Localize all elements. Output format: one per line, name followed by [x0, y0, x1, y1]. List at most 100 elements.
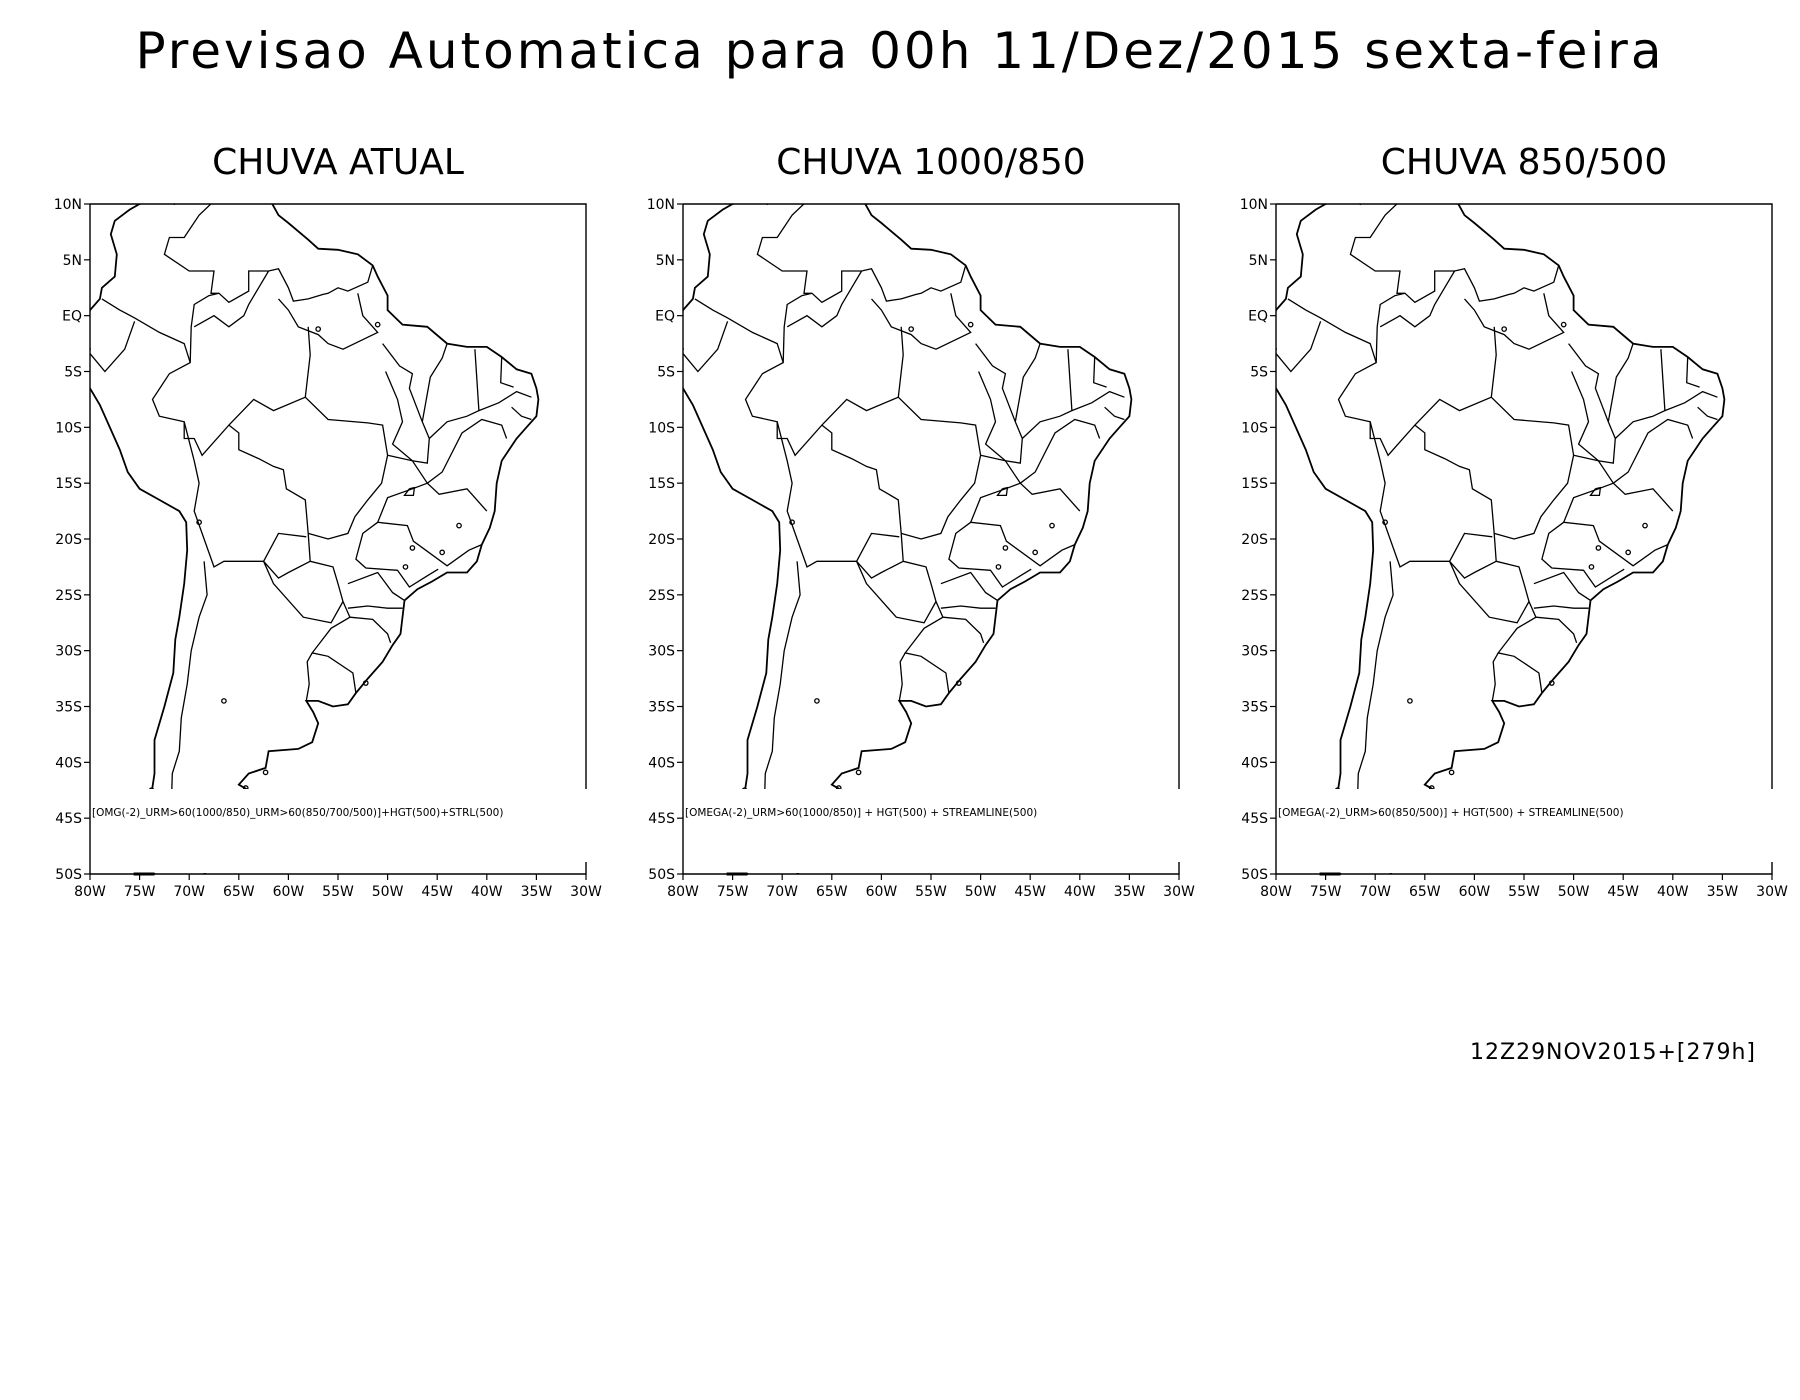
- border-1-8: [193, 270, 270, 328]
- border-1-18: [426, 418, 508, 512]
- border-2-1: [694, 298, 784, 363]
- island-1-2: [439, 549, 446, 556]
- border-3-23: [1533, 605, 1589, 609]
- lon-tick-label-1-4: 60W: [273, 884, 305, 900]
- run-timestamp: 12Z29NOV2015+[279h]: [1470, 1040, 1757, 1065]
- border-2-12: [975, 343, 1023, 464]
- map-layer-1: [90, 204, 540, 874]
- lat-tick-label-1-0: 10N: [54, 197, 82, 213]
- lon-tick-label-3-0: 80W: [1260, 884, 1292, 900]
- border-3-12: [1568, 343, 1616, 464]
- border-3-9: [1464, 293, 1565, 350]
- island-2-0: [1002, 545, 1009, 551]
- border-2-8: [786, 270, 863, 328]
- island-1-14: [315, 326, 322, 332]
- island-3-0: [1595, 545, 1602, 551]
- island-2-2: [1032, 549, 1039, 556]
- lat-tick-label-3-7: 25S: [1241, 588, 1268, 604]
- border-3-7: [1491, 652, 1499, 702]
- plot-frame-3: [1275, 203, 1773, 875]
- island-3-14: [1501, 326, 1508, 332]
- lat-tick-label-3-10: 40S: [1241, 755, 1268, 771]
- panel-title-2: CHUVA 1000/850: [776, 142, 1085, 183]
- border-2-4: [776, 421, 900, 568]
- lat-tick-label-3-1: 5N: [1249, 253, 1268, 269]
- lon-tick-label-1-0: 80W: [74, 884, 106, 900]
- border-3-19: [1562, 454, 1669, 567]
- border-2-7: [898, 652, 906, 702]
- border-3-5: [1449, 560, 1530, 624]
- lat-tick-label-1-8: 30S: [55, 644, 82, 660]
- lon-tick-label-3-4: 60W: [1459, 884, 1491, 900]
- island-3-4: [1407, 698, 1413, 704]
- lon-tick-label-2-9: 35W: [1114, 884, 1146, 900]
- panel-title-3: CHUVA 850/500: [1381, 142, 1668, 183]
- lon-tick-label-3-8: 40W: [1657, 884, 1689, 900]
- border-2-24: [996, 486, 1009, 497]
- border-3-17: [1686, 356, 1700, 388]
- island-2-5: [955, 680, 962, 686]
- island-3-15: [1560, 321, 1567, 328]
- lat-tick-label-3-12: 50S: [1241, 867, 1268, 883]
- border-2-23: [940, 605, 996, 609]
- lon-tick-label-1-9: 35W: [521, 884, 553, 900]
- lat-tick-label-2-8: 30S: [648, 644, 675, 660]
- plot-frame-2: [682, 203, 1180, 875]
- border-1-7: [305, 652, 313, 702]
- lat-tick-label-3-6: 20S: [1241, 532, 1268, 548]
- border-3-24: [1589, 486, 1602, 497]
- border-1-3: [90, 321, 136, 373]
- border-1-19: [376, 454, 483, 567]
- panel-title-1: CHUVA ATUAL: [212, 142, 464, 183]
- border-1-13: [428, 349, 480, 439]
- lon-tick-label-3-9: 35W: [1707, 884, 1739, 900]
- lon-tick-label-3-7: 45W: [1607, 884, 1639, 900]
- border-1-16: [511, 406, 532, 421]
- border-2-21: [940, 571, 998, 601]
- lat-tick-label-2-9: 35S: [648, 700, 675, 716]
- border-3-21: [1533, 571, 1591, 601]
- map-panel-1: CHUVA ATUAL [OMG(-2)_URM>60(1000/850)_URM…: [40, 140, 602, 900]
- border-1-17: [500, 356, 514, 388]
- island-1-3: [456, 522, 462, 529]
- lon-tick-label-1-3: 65W: [223, 884, 255, 900]
- lat-tick-label-2-4: 10S: [648, 420, 675, 436]
- border-1-15: [478, 390, 532, 412]
- lat-tick-label-1-2: EQ: [62, 309, 82, 325]
- map-svg-2: CHUVA 1000/850 [OMEGA(-2)_URM>60(1000/850…: [647, 142, 1195, 900]
- legend-strip-3: [1277, 789, 1771, 873]
- island-3-3: [1642, 522, 1648, 529]
- island-3-6: [1448, 769, 1455, 776]
- lon-tick-label-1-6: 50W: [372, 884, 404, 900]
- lat-tick-label-3-3: 5S: [1250, 365, 1268, 381]
- lat-tick-label-3-8: 30S: [1241, 644, 1268, 660]
- lon-tick-label-2-10: 30W: [1163, 884, 1195, 900]
- border-2-2: [756, 204, 812, 294]
- coastline-3: [1276, 204, 1726, 874]
- border-3-8: [1379, 270, 1456, 328]
- lat-tick-label-3-5: 15S: [1241, 476, 1268, 492]
- lat-tick-label-2-7: 25S: [648, 588, 675, 604]
- island-3-5: [1548, 680, 1555, 686]
- map-svg-3: CHUVA 850/500 [OMEGA(-2)_URM>60(850/500)]…: [1240, 142, 1788, 900]
- lon-tick-label-2-5: 55W: [915, 884, 947, 900]
- lon-tick-label-1-8: 40W: [471, 884, 503, 900]
- border-3-3: [1276, 321, 1322, 373]
- border-1-21: [347, 571, 405, 601]
- border-3-15: [1664, 390, 1718, 412]
- island-3-2: [1625, 549, 1632, 556]
- border-1-2: [163, 204, 219, 294]
- border-2-20: [948, 521, 1032, 588]
- border-2-19: [969, 454, 1076, 567]
- lat-tick-label-2-1: 5N: [656, 253, 675, 269]
- lon-tick-label-3-10: 30W: [1756, 884, 1788, 900]
- lat-tick-label-1-4: 10S: [55, 420, 82, 436]
- border-3-16: [1697, 406, 1718, 421]
- lon-tick-label-1-1: 75W: [124, 884, 156, 900]
- formula-label-1: [OMG(-2)_URM>60(1000/850)_URM>60(850/700…: [92, 807, 503, 819]
- border-2-17: [1093, 356, 1107, 388]
- lon-tick-label-2-6: 50W: [965, 884, 997, 900]
- plot-frame-1: [89, 203, 587, 875]
- border-2-13: [1021, 349, 1073, 439]
- border-2-11: [897, 396, 982, 540]
